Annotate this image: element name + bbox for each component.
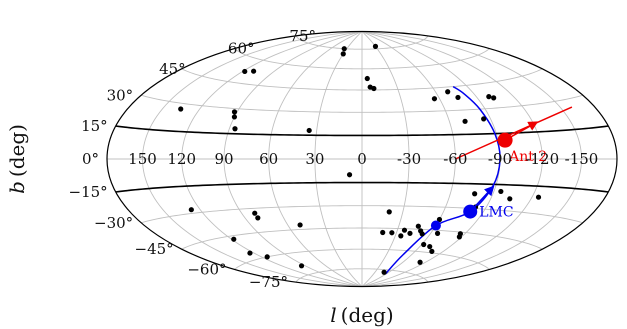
sky-boundary xyxy=(106,30,618,288)
ant2-label: Ant 2 xyxy=(508,149,547,165)
highlighted-objects: LMC Ant 2 xyxy=(430,121,547,231)
x-tick-label: -30 xyxy=(397,150,421,168)
lmc-secondary-point xyxy=(430,220,441,231)
x-tick-label: 60 xyxy=(259,150,278,168)
satellite-points xyxy=(178,43,542,275)
y-tick-label: −60° xyxy=(187,260,226,278)
y-axis-label: b(deg) xyxy=(5,124,29,194)
y-tick-label: −45° xyxy=(135,240,174,258)
satellite-point xyxy=(367,84,373,90)
y-tick-label: 30° xyxy=(107,86,134,104)
parallel-line xyxy=(234,48,490,70)
satellite-point xyxy=(389,230,395,236)
y-tick-label: 45° xyxy=(159,60,186,78)
satellite-point xyxy=(297,222,303,228)
x-tick-label: -90 xyxy=(488,150,512,168)
y-tick-label: 75° xyxy=(289,27,316,45)
satellite-point xyxy=(507,196,513,202)
satellite-point xyxy=(421,241,427,248)
satellite-point xyxy=(255,215,261,221)
x-tick-label: -150 xyxy=(565,150,599,168)
satellite-point xyxy=(298,263,305,269)
satellite-point xyxy=(306,127,312,134)
satellite-point xyxy=(231,114,238,120)
satellite-point xyxy=(380,229,386,236)
tick-labels: 150 120 90 60 30 0 -30 -60 -90 -120 -150 75° 60° 45° 3… xyxy=(69,27,599,291)
parallel-line xyxy=(181,227,543,250)
y-tick-label: 60° xyxy=(228,40,255,58)
satellite-point xyxy=(364,75,370,82)
parallel-line xyxy=(295,268,429,283)
x-tick-label: 0 xyxy=(357,150,367,168)
satellite-point xyxy=(188,207,194,213)
satellite-point xyxy=(417,259,423,265)
disk-band-boundary xyxy=(115,125,609,137)
satellite-point xyxy=(264,254,270,260)
parallel-line xyxy=(234,248,490,270)
lmc-label: LMC xyxy=(479,205,513,221)
parallel-line xyxy=(295,35,429,50)
x-tick-label: 90 xyxy=(214,150,233,168)
satellite-point xyxy=(398,233,404,239)
ant2-point xyxy=(497,132,513,148)
y-tick-label: 0° xyxy=(82,150,99,168)
lmc-point xyxy=(463,204,478,219)
parallel-line xyxy=(141,205,583,224)
satellite-point xyxy=(456,234,462,240)
x-axis-label: l (deg) xyxy=(330,303,393,327)
x-tick-label: 120 xyxy=(167,150,196,168)
satellite-point xyxy=(434,230,441,236)
satellite-point xyxy=(455,94,461,101)
x-tick-label: -120 xyxy=(525,150,559,168)
x-tick-label: 150 xyxy=(128,150,157,168)
satellite-point xyxy=(231,236,237,242)
satellite-point xyxy=(252,210,258,216)
satellite-point xyxy=(431,96,438,102)
satellite-point xyxy=(231,109,238,115)
ant2-orbit xyxy=(455,106,573,160)
satellite-point xyxy=(419,231,425,237)
satellite-point xyxy=(486,94,492,100)
x-tick-label: 30 xyxy=(305,150,324,168)
satellite-point xyxy=(401,227,408,233)
satellite-point xyxy=(535,194,542,200)
satellite-point xyxy=(251,68,257,74)
y-tick-label: 15° xyxy=(81,117,108,135)
satellite-point xyxy=(462,118,468,124)
y-tick-label: −15° xyxy=(69,183,108,201)
galactic-disk-band xyxy=(115,125,609,193)
parallel-line xyxy=(141,94,583,113)
satellite-point xyxy=(491,95,497,101)
satellite-point xyxy=(498,188,504,195)
satellite-point xyxy=(242,68,248,75)
satellite-point xyxy=(346,172,353,178)
lmc-orbit xyxy=(385,85,501,275)
satellite-point xyxy=(341,46,347,52)
parallel-line xyxy=(181,68,543,91)
satellite-point xyxy=(381,269,387,275)
satellite-point xyxy=(472,191,478,197)
satellite-point xyxy=(429,248,435,254)
satellite-point xyxy=(386,209,392,215)
satellite-point xyxy=(445,89,451,95)
satellite-point xyxy=(481,116,487,122)
satellite-point xyxy=(232,126,238,132)
satellite-point xyxy=(415,223,421,229)
x-tick-label: -60 xyxy=(443,150,467,168)
satellite-point xyxy=(407,230,413,236)
satellite-point xyxy=(178,106,184,112)
satellite-point xyxy=(436,216,443,223)
y-tick-label: −30° xyxy=(94,214,133,232)
y-tick-label: −75° xyxy=(249,273,288,291)
disk-band-boundary xyxy=(115,181,609,193)
orbits xyxy=(385,85,573,275)
satellite-point xyxy=(427,243,433,250)
satellite-point xyxy=(340,51,346,57)
satellite-point xyxy=(372,43,379,50)
satellite-point xyxy=(247,250,253,256)
